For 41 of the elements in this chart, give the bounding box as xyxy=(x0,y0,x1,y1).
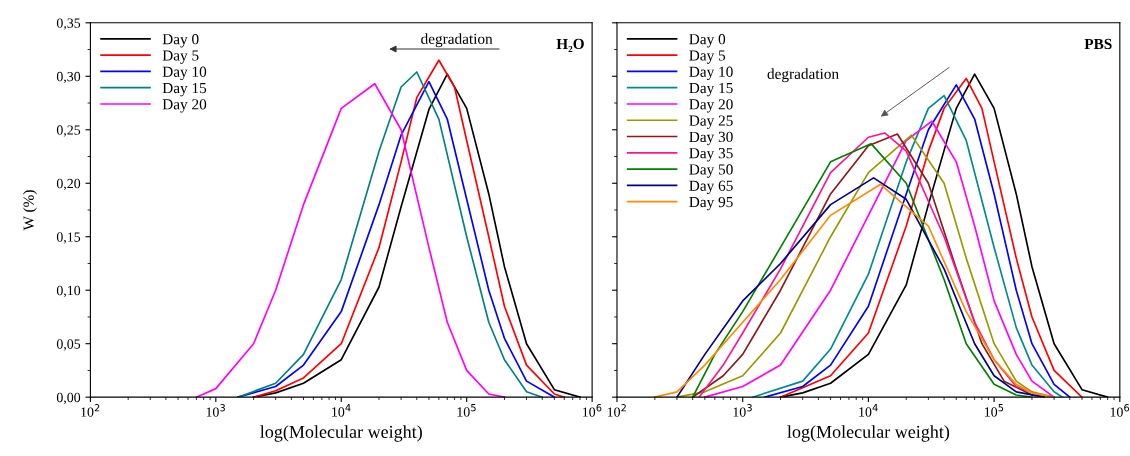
text: H₂O xyxy=(556,38,584,52)
legend-label: Day 30 xyxy=(689,131,733,146)
x-tick-label: 10$^{3}$ xyxy=(206,404,225,417)
x-tick-label: 10$^{6}$ xyxy=(582,404,602,417)
x-tick-label: 10$^{2}$ xyxy=(81,404,100,417)
x-tick-label: 10$^{2}$ xyxy=(607,404,626,417)
legend-label: Day 25 xyxy=(689,115,733,129)
legend-label: Day 10 xyxy=(162,66,207,81)
legend-label: Day 20 xyxy=(689,99,733,113)
x-tick-label: 10$^{6}$ xyxy=(1110,404,1130,417)
x-tick-label: 10$^{4}$ xyxy=(332,404,351,417)
legend-label: Day 95 xyxy=(689,196,733,211)
y-tick-label: 0,30 xyxy=(56,71,81,84)
x-axis-title: log(Molecular weight) xyxy=(260,425,422,442)
y-tick-label: 0,05 xyxy=(56,339,81,351)
legend-label: Day 10 xyxy=(689,66,733,81)
x-tick-label: 10$^{5}$ xyxy=(457,404,476,417)
annotation: degradation xyxy=(421,33,493,48)
legend-label: Day 5 xyxy=(162,50,199,64)
legend-label: Day 15 xyxy=(162,82,207,97)
legend-label: Day 20 xyxy=(162,99,207,113)
legend-label: Day 0 xyxy=(689,34,726,48)
y-axis-title: W (%) xyxy=(23,190,37,231)
text: PBS xyxy=(1084,38,1112,50)
x-tick-label: 10$^{4}$ xyxy=(859,404,878,417)
legend-label: Day 0 xyxy=(162,34,199,48)
x-tick-label: 10$^{5}$ xyxy=(984,404,1004,417)
annotation: degradation xyxy=(767,68,839,83)
y-tick-label: 0,25 xyxy=(56,125,81,137)
y-tick-label: 0,00 xyxy=(56,392,81,405)
legend-label: Day 35 xyxy=(689,148,733,162)
legend-label: Day 65 xyxy=(689,180,733,195)
legend-label: Day 5 xyxy=(689,50,726,64)
y-tick-label: 0,20 xyxy=(56,178,81,191)
x-tick-label: 10$^{3}$ xyxy=(733,404,752,417)
y-tick-label: 0,35 xyxy=(56,18,81,30)
y-tick-label: 0,10 xyxy=(56,285,81,298)
legend-label: Day 50 xyxy=(689,164,733,178)
legend-label: Day 15 xyxy=(689,82,733,97)
y-tick-label: 0,15 xyxy=(56,232,81,244)
x-axis-title: log(Molecular weight) xyxy=(787,425,950,442)
